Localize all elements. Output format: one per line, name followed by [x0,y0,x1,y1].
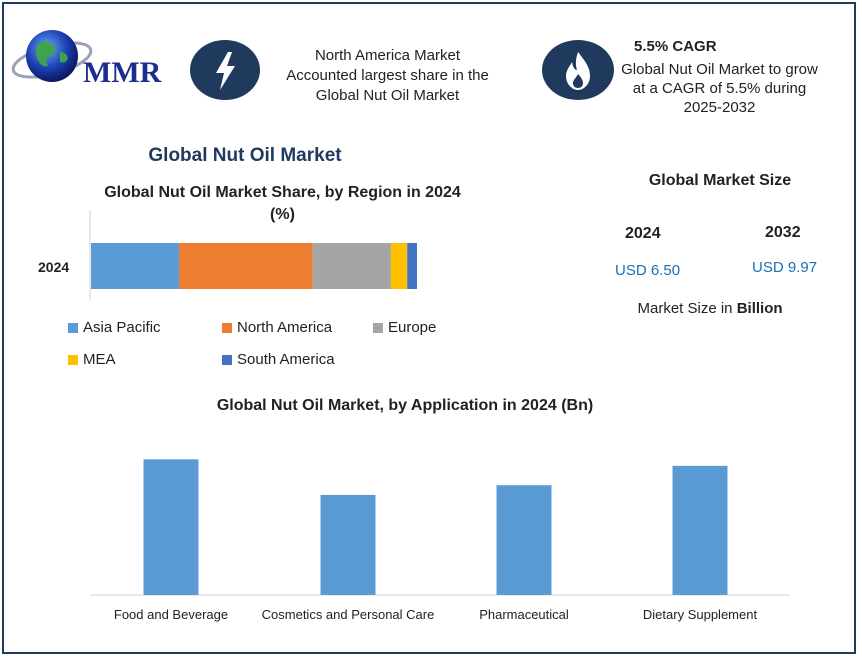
region-bar-segment-mea [390,243,408,289]
legend-item-mea: MEA [68,351,116,368]
market-size-value-2032: USD 9.97 [752,259,818,276]
highlight-1-icon-badge [190,40,260,100]
market-size-unit-bold: Billion [736,300,783,317]
region-bar-segment-north-america [179,243,313,289]
legend-swatch [373,322,383,333]
region-chart-category-label: 2024 [38,259,69,275]
application-bar-food-and-beverage [143,459,199,595]
market-size-unit: Market Size in Billion [610,300,810,317]
legend-swatch [222,354,232,365]
legend-label: MEA [83,351,116,368]
legend-swatch [222,322,232,333]
application-bar-pharmaceutical [496,485,552,595]
legend-label: Asia Pacific [83,319,161,336]
market-size-year-2024: 2024 [625,225,661,242]
region-bar-segment-south-america [407,243,417,289]
highlight-2-line-2: at a CAGR of 5.5% during [632,80,807,97]
application-tick-label: Pharmaceutical [479,607,569,622]
globe-icon [11,30,93,82]
region-bar-segment-europe [312,243,391,289]
highlight-1-line-1: North America Market [314,47,461,64]
market-size-value-2024: USD 6.50 [615,262,681,279]
legend-swatch [68,354,78,365]
market-size-title: Global Market Size [648,172,792,189]
legend-swatch [68,322,78,333]
legend-item-north-america: North America [222,319,332,336]
application-chart: Food and Beverage Cosmetics and Personal … [90,459,790,622]
application-bar-dietary-supplement [672,465,728,595]
application-chart-title: Global Nut Oil Market, by Application in… [216,397,594,414]
market-size-year-2032: 2032 [765,224,801,241]
legend-label: North America [237,319,333,336]
logo-text: MMR [83,56,162,89]
application-tick-label: Food and Beverage [114,607,228,622]
legend-label: South America [237,351,335,368]
region-share-chart: 2024 [38,210,417,300]
highlight-2-icon-badge [542,40,614,100]
highlight-2-text: Global Nut Oil Market to grow at a CAGR … [612,60,827,117]
legend-label: Europe [388,319,437,336]
legend-item-asia-pacific: Asia Pacific [68,319,161,336]
flame-icon [566,52,590,90]
main-title: Global Nut Oil Market [148,145,342,166]
legend-item-south-america: South America [222,351,335,368]
highlight-1-line-3: Global Nut Oil Market [315,87,460,104]
legend-item-europe: Europe [373,319,436,336]
highlight-2-line-3: 2025-2032 [683,99,756,116]
highlight-1-line-2: Accounted largest share in the [286,67,489,84]
highlight-1-text: North America Market Accounted largest s… [265,46,510,106]
application-bar-cosmetics-and-personal-care [320,494,376,595]
mmr-logo: MMR [10,22,175,92]
cagr-title: 5.5% CAGR [634,38,717,55]
region-bar-segment-asia-pacific [91,243,180,289]
application-tick-label: Dietary Supplement [643,607,758,622]
application-tick-label: Cosmetics and Personal Care [262,607,435,622]
highlight-2-line-1: Global Nut Oil Market to grow [621,61,818,78]
region-chart-title: Global Nut Oil Market Share, by Region i… [104,184,461,223]
market-size-unit-prefix: Market Size in [637,300,737,317]
lightning-bolt-icon [216,52,235,90]
